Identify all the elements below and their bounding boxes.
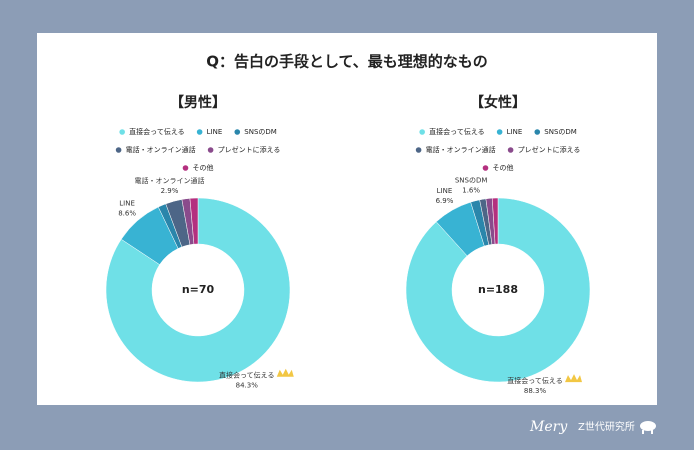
slice-value-label: 6.9% bbox=[436, 197, 454, 205]
legend-label: 直接会って伝える bbox=[429, 127, 484, 136]
legend-swatch bbox=[207, 147, 214, 153]
slice-label: LINE bbox=[119, 200, 135, 208]
legend-row: その他 bbox=[482, 163, 514, 172]
legend-swatch bbox=[419, 129, 425, 135]
center-label: n=188 bbox=[478, 283, 518, 296]
legend-row: 直接会って伝える LINE SNSのDM bbox=[419, 127, 577, 136]
donut-slice bbox=[105, 197, 291, 383]
sheep-icon bbox=[640, 421, 656, 434]
slice-value-label: 1.6% bbox=[462, 186, 480, 194]
brand: Mery bbox=[529, 419, 568, 435]
chart-title: 【男性】 bbox=[170, 94, 226, 111]
donut-slice bbox=[491, 197, 499, 245]
slice-label: 直接会って伝える bbox=[219, 371, 274, 380]
legend-swatch bbox=[496, 129, 503, 135]
legend-label: 直接会って伝える bbox=[129, 127, 184, 136]
donut-slice bbox=[405, 197, 591, 383]
legend-swatch bbox=[507, 147, 514, 153]
legend-swatch bbox=[182, 165, 189, 171]
legend-label: その他 bbox=[493, 163, 514, 172]
legend-swatch bbox=[119, 129, 125, 135]
legend-label: SNSのDM bbox=[544, 128, 577, 136]
donut-slice bbox=[189, 197, 199, 245]
legend-swatch bbox=[482, 165, 489, 171]
center-label: n=70 bbox=[182, 283, 215, 296]
legend-label: SNSのDM bbox=[244, 128, 277, 136]
crown-icon bbox=[276, 368, 294, 377]
chart-title: 【女性】 bbox=[470, 94, 526, 111]
page-title: Q：告白の手段として、最も理想的なもの bbox=[206, 53, 488, 71]
org: Z世代研究所 bbox=[578, 420, 635, 433]
legend-label: 電話・オンライン通話 bbox=[126, 145, 196, 154]
legend-label: プレゼントに添える bbox=[518, 145, 581, 154]
legend-swatch bbox=[415, 147, 422, 153]
legend-row: その他 bbox=[182, 163, 214, 172]
legend-label: その他 bbox=[193, 163, 214, 172]
slice-value-label: 2.9% bbox=[161, 187, 179, 195]
slice-label: SNSのDM bbox=[455, 176, 488, 184]
crown-icon bbox=[565, 374, 583, 383]
legend-label: LINE bbox=[507, 128, 523, 136]
legend-swatch bbox=[234, 129, 241, 135]
legend-swatch bbox=[115, 147, 122, 153]
slice-label: 電話・オンライン通話 bbox=[135, 176, 205, 185]
legend-swatch bbox=[196, 129, 203, 135]
legend-row: 電話・オンライン通話 プレゼントに添える bbox=[115, 145, 281, 154]
slice-label: 直接会って伝える bbox=[507, 376, 562, 385]
slice-value-label: 88.3% bbox=[524, 387, 547, 395]
legend-row: 電話・オンライン通話 プレゼントに添える bbox=[415, 145, 581, 154]
legend-row: 直接会って伝える LINE SNSのDM bbox=[119, 127, 277, 136]
legend-label: 電話・オンライン通話 bbox=[426, 145, 496, 154]
slice-label: LINE bbox=[437, 187, 453, 195]
legend-swatch bbox=[534, 129, 541, 135]
legend-label: LINE bbox=[207, 128, 223, 136]
slice-value-label: 84.3% bbox=[236, 382, 259, 390]
slice-value-label: 8.6% bbox=[118, 210, 136, 218]
legend-label: プレゼントに添える bbox=[218, 145, 281, 154]
